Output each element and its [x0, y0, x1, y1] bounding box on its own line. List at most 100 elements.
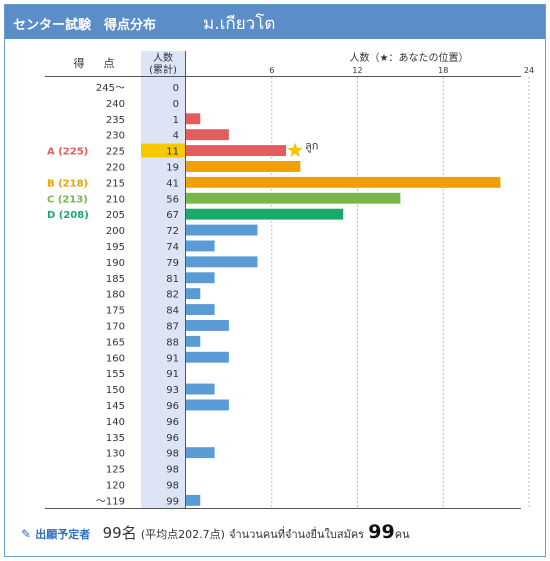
cumulative-value: 56: [166, 194, 179, 205]
applicants-count: 99名: [102, 524, 137, 542]
bar: [186, 304, 215, 315]
score-label: 120: [106, 480, 125, 491]
bar: [186, 176, 501, 188]
bar: [186, 129, 229, 141]
cumulative-value: 11: [166, 147, 179, 158]
cumulative-value: 96: [166, 417, 179, 428]
rank-label: A (225): [47, 147, 88, 158]
cumulative-value: 41: [166, 178, 179, 189]
thai-applicants-unit: คน: [394, 528, 410, 541]
panel-header: センター試験 得点分布 ม.เกียวโต: [5, 5, 545, 39]
score-label: 225: [106, 147, 125, 158]
cumulative-value: 84: [166, 306, 179, 317]
pencil-icon: ✎: [21, 527, 32, 541]
rank-label: C (213): [47, 194, 88, 205]
cumulative-header-2: (累計): [149, 63, 177, 76]
cumulative-value: 93: [166, 385, 179, 396]
score-label: 155: [106, 369, 125, 380]
bar: [186, 351, 229, 363]
cumulative-value: 19: [166, 162, 179, 173]
star-icon: [287, 142, 303, 157]
bar: [186, 399, 229, 411]
score-label: 235: [106, 115, 125, 126]
score-distribution-panel: センター試験 得点分布 ม.เกียวโต 得 点 人数 (累計) 人数（★：あ…: [4, 4, 546, 557]
school-name: ม.เกียวโต: [203, 14, 276, 34]
bar: [186, 494, 201, 506]
score-label: 205: [106, 210, 125, 221]
bar: [186, 161, 301, 172]
score-label: 195: [106, 242, 125, 253]
score-label: 185: [106, 274, 125, 285]
score-label: 175: [106, 306, 125, 317]
score-header-2: 点: [104, 57, 115, 70]
cumulative-value: 98: [166, 465, 179, 476]
score-label: 170: [106, 321, 125, 332]
x-tick-label: 6: [269, 66, 274, 75]
score-label: 160: [106, 353, 125, 364]
x-tick-label: 18: [438, 66, 448, 75]
cumulative-value: 99: [166, 496, 179, 507]
cumulative-column-bg: [141, 51, 185, 508]
bar: [186, 145, 287, 156]
bar: [186, 240, 215, 252]
bar: [186, 113, 201, 125]
average-score: (平均点202.7点): [140, 528, 225, 541]
axis-title: 人数（★：あなたの位置）: [350, 51, 469, 64]
cumulative-value: 87: [166, 321, 179, 332]
score-label: 145: [106, 401, 125, 412]
score-label: 165: [106, 337, 125, 348]
x-tick-label: 12: [352, 66, 362, 75]
score-label: 130: [106, 449, 125, 460]
cumulative-value: 81: [166, 274, 179, 285]
score-label: 230: [106, 131, 125, 142]
score-label: 150: [106, 385, 125, 396]
cumulative-header-1: 人数: [153, 51, 173, 64]
cumulative-value: 91: [166, 369, 179, 380]
cumulative-value: 98: [166, 480, 179, 491]
bar: [186, 320, 229, 331]
applicants-label: 出願予定者: [35, 528, 91, 541]
star-label: ลูก: [305, 140, 318, 153]
score-label: 200: [106, 226, 125, 237]
applicants-footer: ✎ 出願予定者 99名 (平均点202.7点) จำนวนคนที่จำนงยื…: [21, 521, 410, 543]
score-label: 220: [106, 162, 125, 173]
bar: [186, 447, 215, 459]
bar: [186, 192, 401, 204]
cumulative-value: 4: [173, 131, 179, 142]
cumulative-value: 0: [173, 99, 179, 110]
panel-title: センター試験 得点分布: [13, 18, 157, 33]
cumulative-value: 82: [166, 290, 179, 301]
score-label: 240: [106, 99, 125, 110]
bar: [186, 224, 258, 236]
score-label: 140: [106, 417, 125, 428]
cumulative-value: 98: [166, 449, 179, 460]
score-header-1: 得: [74, 57, 85, 70]
rank-label: D (208): [47, 210, 89, 221]
cumulative-value: 74: [166, 242, 179, 253]
cumulative-highlight: [141, 143, 185, 158]
cumulative-value: 1: [173, 115, 179, 126]
bar: [186, 335, 201, 347]
cumulative-value: 79: [166, 258, 179, 269]
bar: [186, 272, 215, 284]
cumulative-value: 67: [166, 210, 179, 221]
score-label: 190: [106, 258, 125, 269]
score-label: 180: [106, 290, 125, 301]
score-label: ～119: [96, 496, 125, 507]
score-label: 245～: [96, 83, 125, 94]
cumulative-value: 96: [166, 401, 179, 412]
cumulative-value: 0: [173, 83, 179, 94]
score-label: 210: [106, 194, 125, 205]
cumulative-value: 91: [166, 353, 179, 364]
bar: [186, 208, 344, 220]
cumulative-value: 88: [166, 337, 179, 348]
score-label: 125: [106, 465, 125, 476]
bar: [186, 383, 215, 395]
thai-applicants-count: 99: [368, 521, 395, 543]
bar: [186, 288, 201, 300]
cumulative-value: 72: [166, 226, 179, 237]
bar: [186, 256, 258, 268]
rank-label: B (218): [47, 178, 88, 189]
x-tick-label: 24: [524, 66, 534, 75]
distribution-chart: 得 点 人数 (累計) 人数（★：あなたの位置） 6 12 18 24 245～ 024…: [45, 51, 534, 509]
